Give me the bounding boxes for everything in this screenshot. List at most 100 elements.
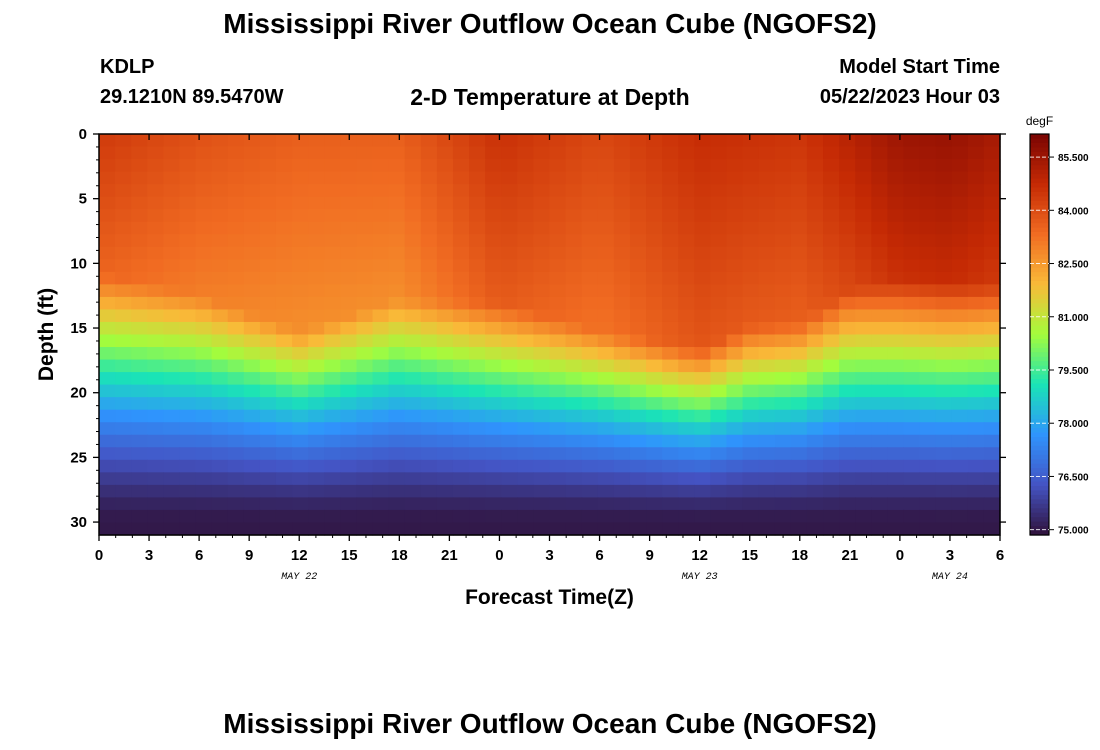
- heatmap-cell: [131, 296, 148, 311]
- heatmap-cell: [436, 246, 454, 260]
- heatmap-cell: [517, 146, 535, 160]
- heatmap-cell: [275, 422, 293, 436]
- heatmap-cell: [790, 472, 808, 486]
- heatmap-cell: [436, 372, 454, 386]
- heatmap-cell: [372, 221, 390, 235]
- heatmap-cell: [292, 196, 309, 210]
- heatmap-cell: [356, 271, 374, 285]
- heatmap-cell: [710, 209, 728, 223]
- heatmap-cell: [533, 484, 551, 499]
- heatmap-cell: [839, 472, 856, 486]
- heatmap-cell: [774, 309, 792, 323]
- heatmap-cell: [227, 221, 245, 235]
- heatmap-cell: [147, 321, 164, 336]
- heatmap-cell: [839, 246, 856, 260]
- heatmap-cell: [710, 309, 728, 323]
- heatmap-cell: [259, 196, 277, 210]
- heatmap-cell: [662, 309, 679, 323]
- heatmap-cell: [292, 472, 309, 486]
- heatmap-cell: [436, 196, 454, 210]
- heatmap-cell: [179, 347, 197, 361]
- heatmap-cell: [308, 384, 325, 398]
- heatmap-cell: [565, 159, 583, 173]
- heatmap-cell: [678, 271, 695, 285]
- heatmap-cell: [726, 234, 744, 248]
- heatmap-cell: [388, 159, 406, 173]
- model-start-value: 05/22/2023 Hour 03: [819, 86, 1000, 108]
- heatmap-cell: [855, 334, 872, 348]
- heatmap-cell: [372, 509, 390, 524]
- heatmap-cell: [469, 484, 486, 499]
- heatmap-cell: [388, 246, 406, 260]
- heatmap-cell: [308, 171, 325, 185]
- heatmap-cell: [388, 171, 406, 185]
- heatmap-cell: [662, 447, 679, 461]
- heatmap-cell: [227, 434, 245, 448]
- heatmap-cell: [742, 472, 760, 486]
- heatmap-cell: [935, 134, 953, 148]
- colorbar-frame: [1029, 133, 1050, 536]
- heatmap-cell: [259, 159, 277, 173]
- heatmap-cell: [790, 484, 808, 499]
- x-tick-label: 6: [595, 547, 603, 564]
- heatmap-cell: [823, 447, 840, 461]
- heatmap-cell: [581, 434, 599, 448]
- heatmap-cell: [646, 146, 663, 160]
- heatmap-cell: [629, 347, 647, 361]
- heatmap-cell: [919, 434, 937, 448]
- heatmap-cell: [420, 271, 438, 285]
- colorbar-swatch: [1030, 325, 1049, 331]
- heatmap-cell: [372, 184, 390, 198]
- heatmap-cell: [951, 159, 969, 173]
- heatmap-cell: [179, 384, 197, 398]
- heatmap-cell: [501, 384, 518, 398]
- heatmap-cell: [243, 384, 261, 398]
- heatmap-cell: [179, 459, 197, 473]
- colorbar-swatch: [1030, 428, 1049, 434]
- heatmap-cell: [710, 259, 728, 273]
- heatmap-cell: [806, 522, 824, 536]
- heatmap-cell: [147, 234, 164, 248]
- heatmap-cell: [292, 234, 309, 248]
- heatmap-cell: [131, 359, 148, 373]
- heatmap-cell: [227, 209, 245, 223]
- heatmap-cell: [758, 334, 776, 348]
- heatmap-cell: [839, 284, 856, 298]
- heatmap-cell: [292, 409, 309, 423]
- heatmap-cell: [613, 372, 631, 386]
- heatmap-cell: [806, 234, 824, 248]
- heatmap-cell: [806, 422, 824, 436]
- heatmap-cell: [646, 347, 663, 361]
- heatmap-cell: [919, 284, 937, 298]
- heatmap-cell: [581, 472, 599, 486]
- heatmap-cell: [871, 472, 888, 486]
- heatmap-cell: [871, 196, 888, 210]
- heatmap-cell: [951, 259, 969, 273]
- heatmap-cell: [887, 171, 905, 185]
- heatmap-cell: [887, 209, 905, 223]
- heatmap-cell: [99, 384, 116, 398]
- heatmap-cell: [179, 447, 197, 461]
- heatmap-cell: [839, 221, 856, 235]
- heatmap-cell: [935, 271, 953, 285]
- heatmap-cell: [855, 484, 872, 499]
- heatmap-cell: [243, 372, 261, 386]
- heatmap-cell: [613, 284, 631, 298]
- x-tick-label: 6: [195, 547, 203, 564]
- heatmap-cell: [243, 409, 261, 423]
- heatmap-cell: [967, 146, 985, 160]
- heatmap-cell: [275, 397, 293, 411]
- heatmap-cell: [871, 246, 888, 260]
- heatmap-cell: [517, 221, 535, 235]
- heatmap-cell: [790, 146, 808, 160]
- heatmap-cell: [533, 509, 551, 524]
- heatmap-cell: [855, 472, 872, 486]
- heatmap-cell: [694, 522, 711, 536]
- heatmap-cell: [485, 447, 502, 461]
- heatmap-cell: [308, 522, 325, 536]
- heatmap-cell: [726, 509, 744, 524]
- heatmap-cell: [565, 459, 583, 473]
- heatmap-cell: [275, 209, 293, 223]
- colorbar-swatch: [1030, 370, 1049, 376]
- heatmap-cell: [243, 347, 261, 361]
